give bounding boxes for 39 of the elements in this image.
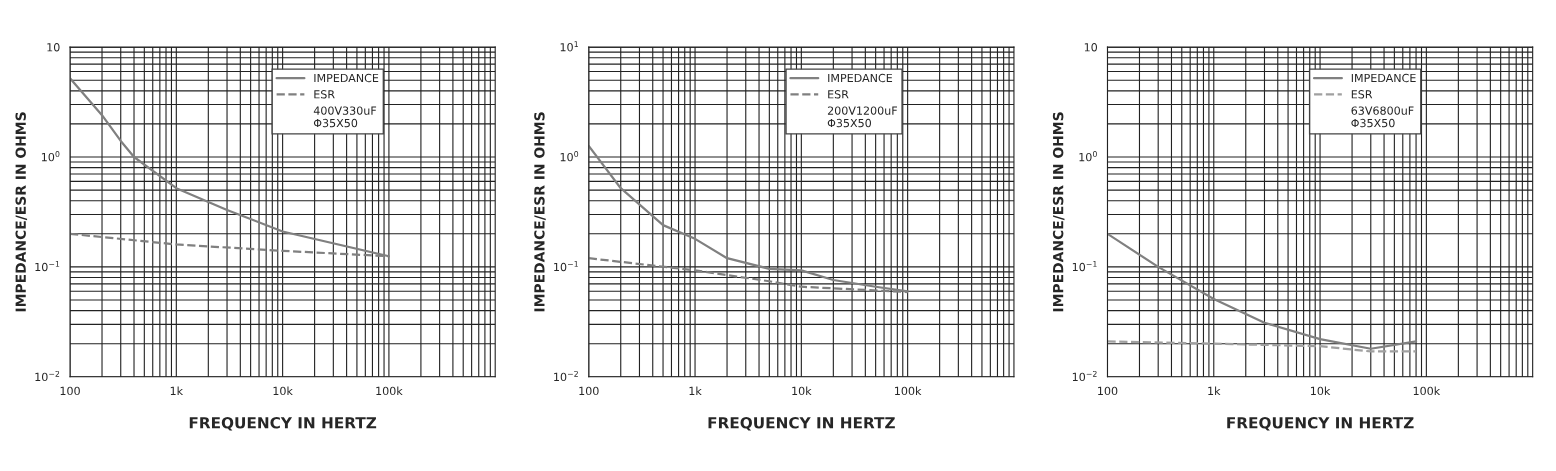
x-tick-label: 1k: [1208, 386, 1221, 395]
y-tick-label: 10$^{−2}$: [554, 370, 578, 382]
annotation: 63V6800uF Φ35X50: [1351, 106, 1414, 128]
y-tick-label: 10$^{0}$: [41, 151, 60, 162]
y-axis-title: IMPEDANCE/ESR IN OHMS: [15, 112, 28, 312]
x-tick-label: 1k: [689, 386, 702, 395]
y-tick-label: 10$^{0}$: [1079, 151, 1097, 162]
legend-label: ESR: [314, 90, 335, 99]
y-tick-label: 10$^{−1}$: [35, 261, 60, 272]
x-tick-label: 10k: [1311, 386, 1331, 396]
x-tick-label: 10k: [792, 386, 812, 396]
x-tick-label: 10k: [273, 386, 293, 396]
y-tick-label: 10$^{−2}$: [35, 370, 60, 382]
y-tick-label: 10: [1084, 43, 1098, 52]
y-tick-label: 10$^{−1}$: [1072, 261, 1097, 272]
legend-label: IMPEDANCE: [828, 73, 893, 83]
x-tick-label: 100k: [1413, 386, 1441, 396]
y-axis-title: IMPEDANCE/ESR IN OHMS: [1052, 112, 1065, 312]
x-tick-label: 100k: [376, 386, 403, 396]
annotation: 400V330uF Φ35X50: [313, 106, 377, 128]
y-tick-label: 10$^{0}$: [560, 151, 579, 162]
x-tick-label: 100k: [895, 386, 922, 396]
legend-label: ESR: [828, 90, 849, 99]
x-axis-title: FREQUENCY IN HERTZ: [708, 416, 895, 431]
y-tick-label: 10$^{1}$: [560, 41, 578, 52]
y-tick-label: 10: [47, 43, 60, 52]
y-tick-label: 10$^{−2}$: [1072, 370, 1097, 382]
legend-label: IMPEDANCE: [1351, 73, 1416, 83]
x-axis-title: FREQUENCY IN HERTZ: [1227, 416, 1414, 431]
y-axis-title: IMPEDANCE/ESR IN OHMS: [534, 112, 546, 312]
x-tick-label: 100: [1098, 386, 1118, 396]
y-tick-label: 10$^{−1}$: [554, 261, 578, 272]
annotation: 200V1200uF Φ35X50: [827, 106, 897, 128]
x-tick-label: 100: [60, 386, 80, 396]
x-axis-title: FREQUENCY IN HERTZ: [189, 416, 377, 431]
legend-label: ESR: [1351, 90, 1373, 99]
legend-label: IMPEDANCE: [314, 73, 379, 83]
x-tick-label: 100: [579, 386, 599, 396]
x-tick-label: 1k: [170, 386, 184, 395]
